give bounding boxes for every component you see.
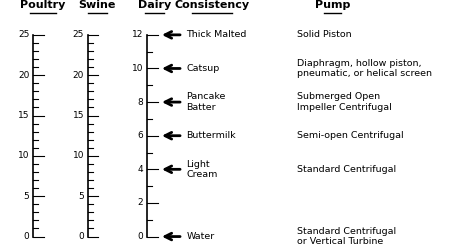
Text: 6: 6 [138,131,143,140]
Text: Buttermilk: Buttermilk [186,131,236,140]
Text: 2: 2 [138,198,143,207]
Text: Submerged Open
Impeller Centrifugal: Submerged Open Impeller Centrifugal [297,92,391,112]
Text: Consistency: Consistency [175,0,250,10]
Text: Water: Water [186,232,214,241]
Text: 10: 10 [73,151,84,160]
Text: 25: 25 [18,30,29,39]
Text: Catsup: Catsup [186,64,219,73]
Text: 25: 25 [73,30,84,39]
Text: 20: 20 [73,71,84,80]
Text: 8: 8 [138,98,143,107]
Text: Dairy: Dairy [138,0,171,10]
Text: 0: 0 [24,232,29,241]
Text: Standard Centrifugal: Standard Centrifugal [297,165,396,174]
Text: 10: 10 [18,151,29,160]
Text: 5: 5 [78,192,84,201]
Text: Semi-open Centrifugal: Semi-open Centrifugal [297,131,403,140]
Text: 0: 0 [78,232,84,241]
Text: Light
Cream: Light Cream [186,160,218,179]
Text: 20: 20 [18,71,29,80]
Text: Pancake
Batter: Pancake Batter [186,92,226,112]
Text: 4: 4 [138,165,143,174]
Text: 15: 15 [18,111,29,120]
Text: Poultry: Poultry [20,0,66,10]
Text: 15: 15 [73,111,84,120]
Text: Swine: Swine [79,0,116,10]
Text: Pump: Pump [315,0,350,10]
Text: 10: 10 [132,64,143,73]
Text: Standard Centrifugal
or Vertical Turbine: Standard Centrifugal or Vertical Turbine [297,227,396,246]
Text: 12: 12 [132,30,143,39]
Text: Diaphragm, hollow piston,
pneumatic, or helical screen: Diaphragm, hollow piston, pneumatic, or … [297,59,432,78]
Text: Solid Piston: Solid Piston [297,30,352,39]
Text: 5: 5 [24,192,29,201]
Text: 0: 0 [138,232,143,241]
Text: Thick Malted: Thick Malted [186,30,247,39]
